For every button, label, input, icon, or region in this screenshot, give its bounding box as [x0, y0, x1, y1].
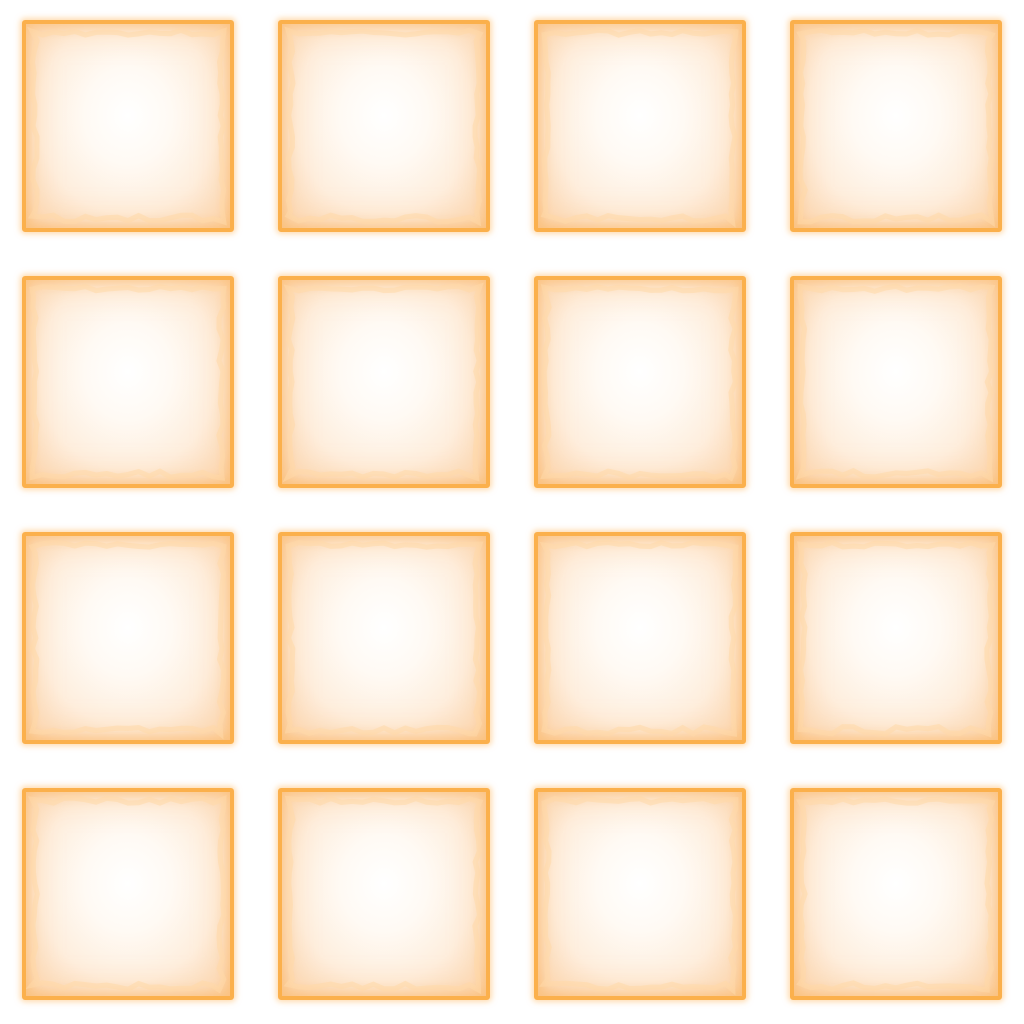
tile-r4-c3 [534, 788, 746, 1000]
parchment-edge [26, 24, 230, 228]
parchment-edge [282, 24, 486, 228]
tile-r1-c3 [534, 20, 746, 232]
tile-r1-c1 [22, 20, 234, 232]
tile-r3-c4 [790, 532, 1002, 744]
tile-r3-c3 [534, 532, 746, 744]
parchment-edge [538, 24, 742, 228]
tile-r1-c4 [790, 20, 1002, 232]
tile-r2-c1 [22, 276, 234, 488]
tile-r2-c4 [790, 276, 1002, 488]
parchment-edge [794, 24, 998, 228]
parchment-edge [26, 792, 230, 996]
parchment-edge [26, 280, 230, 484]
parchment-edge [794, 792, 998, 996]
parchment-edge [794, 536, 998, 740]
tile-r4-c4 [790, 788, 1002, 1000]
parchment-edge [794, 280, 998, 484]
parchment-edge [282, 280, 486, 484]
parchment-edge [538, 792, 742, 996]
tile-r1-c2 [278, 20, 490, 232]
parchment-edge [282, 536, 486, 740]
parchment-edge [26, 536, 230, 740]
tile-grid [22, 20, 1002, 1000]
parchment-edge [282, 792, 486, 996]
parchment-edge [538, 536, 742, 740]
tile-r3-c1 [22, 532, 234, 744]
tile-r2-c3 [534, 276, 746, 488]
parchment-edge [538, 280, 742, 484]
tile-r2-c2 [278, 276, 490, 488]
tile-r4-c1 [22, 788, 234, 1000]
tile-r3-c2 [278, 532, 490, 744]
tile-r4-c2 [278, 788, 490, 1000]
